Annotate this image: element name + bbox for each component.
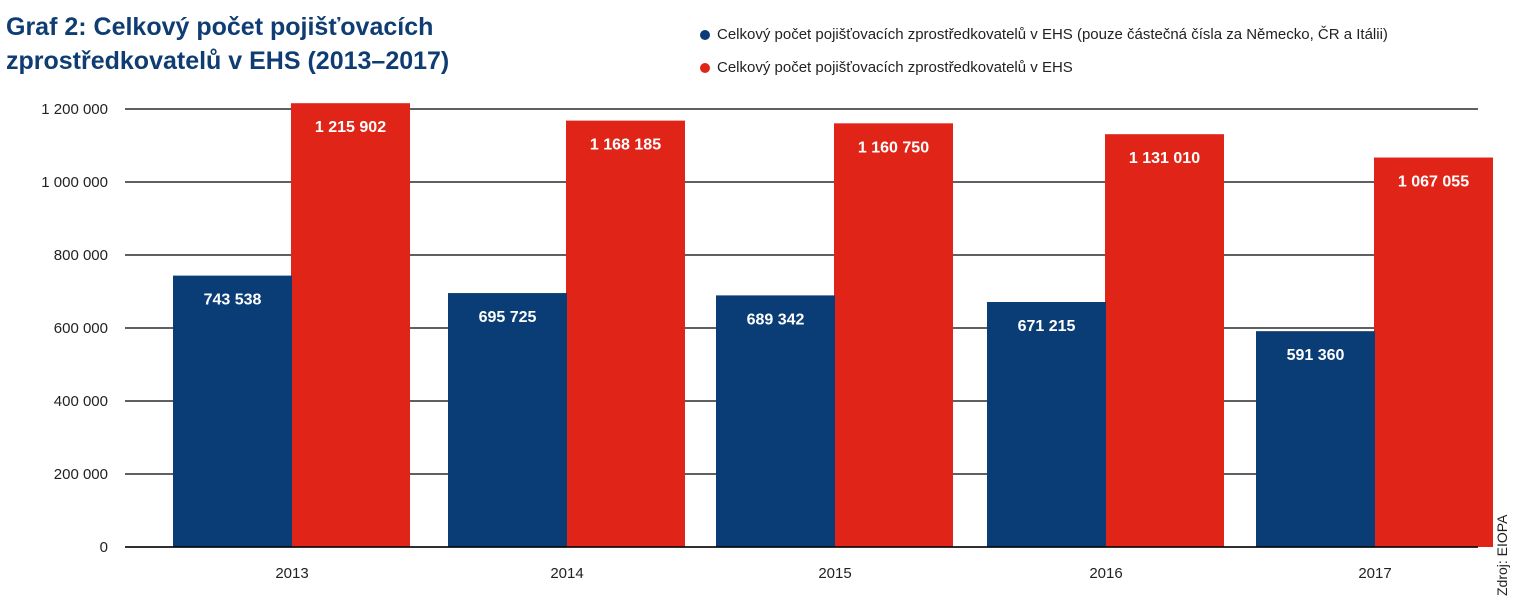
bar-red [291,103,410,547]
legend-label-red: Celkový počet pojišťovacích zprostředkov… [717,59,1073,76]
x-tick-label: 2014 [550,565,583,582]
bar-blue [716,295,835,547]
bar-red [834,123,953,548]
bar-label-blue: 743 538 [204,292,262,309]
y-tick-label: 1 000 000 [41,174,108,191]
chart-title: Graf 2: Celkový počet pojišťovacích zpro… [6,13,450,75]
legend: Celkový počet pojišťovacích zprostředkov… [700,18,1388,84]
x-tick-label: 2017 [1358,565,1391,582]
bar-red [1374,157,1493,548]
bar-label-red: 1 160 750 [858,139,929,156]
bar-blue [173,275,292,547]
bar-label-red: 1 215 902 [315,119,386,136]
bar-label-red: 1 131 010 [1129,150,1200,167]
bar-red [566,120,685,547]
bar-label-red: 1 168 185 [590,137,661,154]
bar-red [1105,134,1224,548]
y-tick-label: 400 000 [54,393,108,410]
y-tick-label: 800 000 [54,247,108,264]
source-label: Zdroj: EIOPA [1494,514,1510,596]
bar-label-blue: 671 215 [1018,318,1076,335]
bar-label-blue: 591 360 [1287,347,1345,364]
y-tick-label: 200 000 [54,466,108,483]
y-tick-label: 600 000 [54,320,108,337]
bar-blue [987,302,1106,547]
legend-label-blue: Celkový počet pojišťovacích zprostředkov… [717,26,1388,43]
bar-label-blue: 695 725 [479,309,537,326]
bar-label-blue: 689 342 [747,311,805,328]
legend-dot-red-icon [700,62,710,73]
x-tick-label: 2016 [1089,565,1122,582]
x-tick-label: 2013 [275,565,308,582]
bar-blue [448,293,567,547]
x-tick-label: 2015 [818,565,851,582]
y-tick-label: 1 200 000 [41,101,108,118]
bar-blue [1256,331,1375,547]
legend-item-blue: Celkový počet pojišťovacích zprostředkov… [700,18,1388,51]
bar-label-red: 1 067 055 [1398,174,1469,191]
legend-dot-blue-icon [700,29,710,40]
legend-item-red: Celkový počet pojišťovacích zprostředkov… [700,51,1388,84]
y-tick-label: 0 [100,539,108,556]
